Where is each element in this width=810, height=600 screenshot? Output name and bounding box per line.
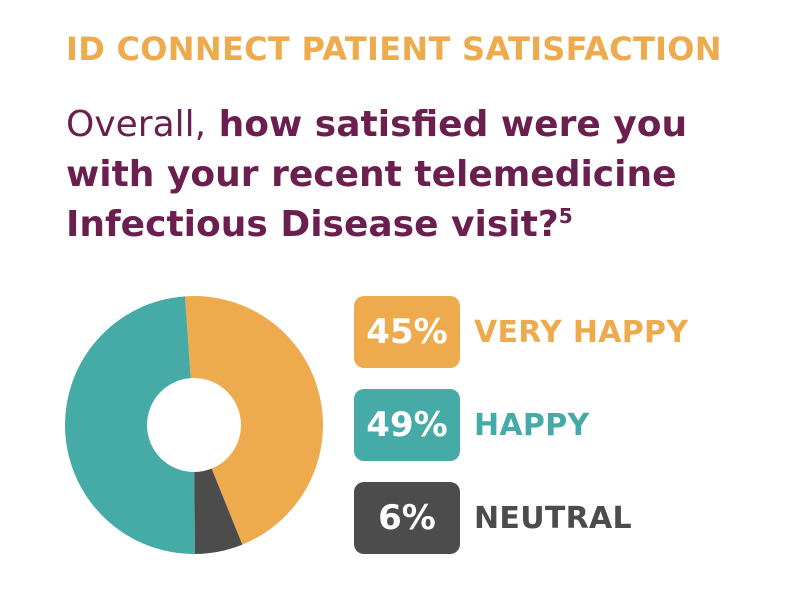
legend-item-neutral: 6% NEUTRAL: [354, 482, 688, 554]
very-happy-percent-badge: 45%: [354, 296, 460, 368]
slice-happy: [65, 296, 195, 554]
infographic-kicker: ID CONNECT PATIENT SATISFACTION: [66, 30, 722, 68]
neutral-label: NEUTRAL: [474, 500, 632, 536]
footnote-marker: 5: [558, 204, 573, 228]
legend: 45% VERY HAPPY 49% HAPPY 6% NEUTRAL: [354, 296, 688, 554]
slice-very-happy: [185, 296, 323, 545]
question-text: how satisfied were you with your recent …: [66, 104, 688, 245]
happy-percent-badge: 49%: [354, 389, 460, 461]
very-happy-label: VERY HAPPY: [474, 314, 689, 350]
legend-item-very-happy: 45% VERY HAPPY: [354, 296, 688, 368]
donut-slices: [65, 296, 323, 554]
happy-label: HAPPY: [474, 407, 590, 443]
survey-question: Overall, how satisfied were you with you…: [66, 100, 786, 250]
legend-item-happy: 49% HAPPY: [354, 389, 688, 461]
neutral-percent-badge: 6%: [354, 482, 460, 554]
question-lead: Overall,: [66, 104, 207, 145]
donut-chart: [65, 296, 323, 554]
donut-hole: [147, 378, 241, 472]
